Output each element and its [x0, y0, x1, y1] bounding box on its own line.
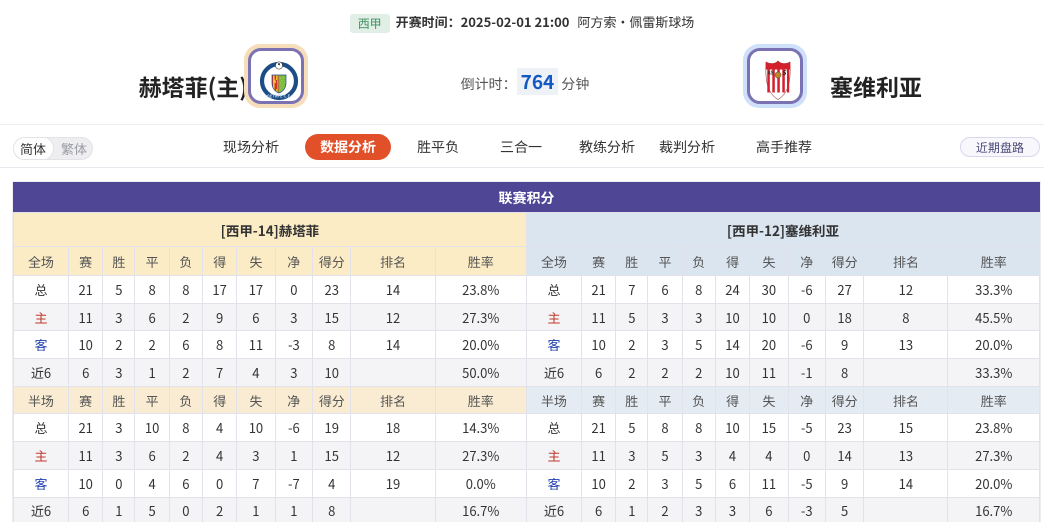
- svg-text:AS: AS: [766, 69, 773, 76]
- svg-text:GETAFE C.F.: GETAFE C.F.: [267, 94, 292, 100]
